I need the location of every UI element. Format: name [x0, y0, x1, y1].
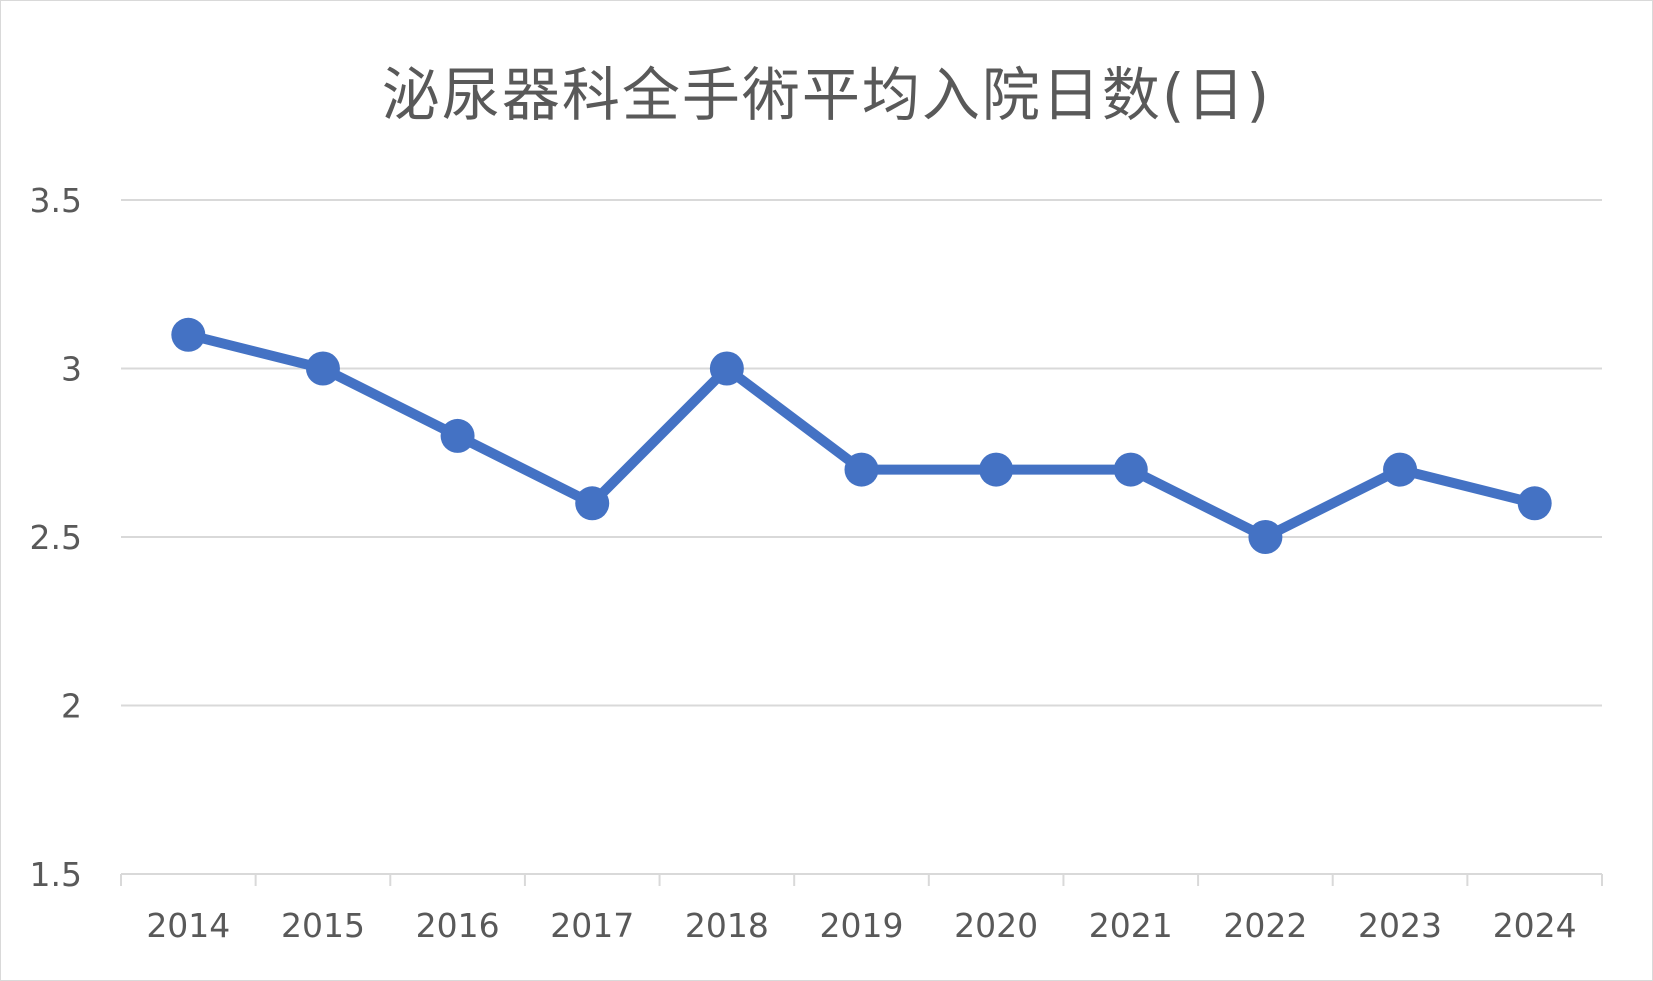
- series-line: [183, 329, 1540, 542]
- x-tick-label: 2019: [820, 906, 904, 945]
- x-tick-label: 2016: [416, 906, 500, 945]
- x-tick-label: 2022: [1223, 906, 1307, 945]
- y-tick-labels: 1.5 2 2.5 3 3.5: [30, 181, 82, 894]
- data-point: [305, 351, 340, 386]
- data-point: [1248, 520, 1283, 554]
- chart-title: 泌尿器科全手術平均入院日数(日): [381, 61, 1272, 129]
- x-tick-label: 2023: [1358, 906, 1442, 945]
- y-tick-label: 3: [61, 350, 82, 389]
- data-point: [709, 351, 744, 386]
- data-point: [171, 317, 206, 352]
- x-tick-label: 2015: [281, 906, 365, 945]
- y-tick-label: 1.5: [30, 855, 82, 894]
- y-tick-label: 3.5: [30, 181, 82, 220]
- data-point: [1383, 452, 1418, 487]
- y-tick-label: 2: [61, 687, 82, 726]
- y-tick-label: 2.5: [30, 518, 82, 557]
- x-tick-label: 2024: [1493, 906, 1577, 945]
- series-line-group: [183, 329, 1540, 542]
- x-tick-labels: 2014 2015 2016 2017 2018 2019 2020 2021 2022 2023…: [146, 906, 1576, 945]
- x-tick-label: 2018: [685, 906, 769, 945]
- data-point: [440, 418, 475, 453]
- x-axis: [120, 873, 1603, 886]
- data-point: [979, 452, 1014, 487]
- data-point: [575, 486, 610, 521]
- data-points: [171, 317, 1552, 554]
- x-tick-label: 2020: [954, 906, 1038, 945]
- data-point: [1113, 452, 1148, 487]
- gridlines: [121, 199, 1602, 707]
- x-tick-label: 2021: [1089, 906, 1173, 945]
- x-tick-label: 2017: [550, 906, 634, 945]
- data-point: [844, 452, 879, 487]
- data-point: [1517, 486, 1552, 521]
- x-tick-label: 2014: [146, 906, 230, 945]
